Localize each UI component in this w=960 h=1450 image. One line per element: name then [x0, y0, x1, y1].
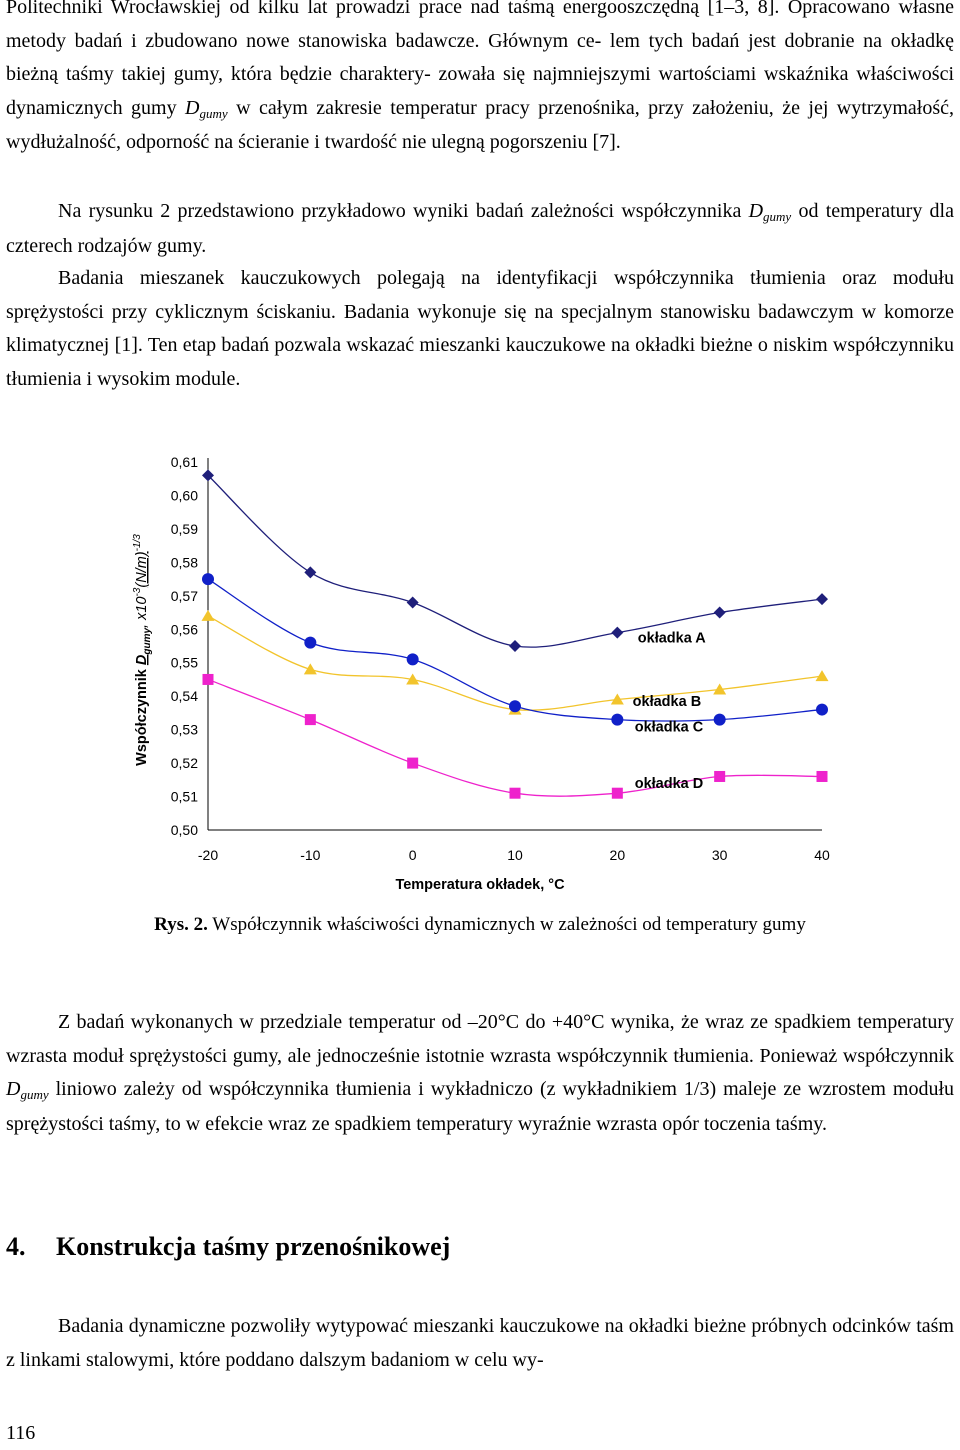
- legend-label: okładka B: [633, 694, 702, 710]
- p4-minus: –: [467, 1011, 478, 1033]
- symbol-d-subscript: gumy: [763, 209, 792, 224]
- y-label-text: Współczynnik: [134, 665, 150, 766]
- paragraph-fig-reference: Na rysunku 2 przedstawiono przykładowo w…: [6, 195, 954, 263]
- data-point-okadkab: [201, 609, 215, 621]
- x-tick-label: 30: [712, 847, 728, 863]
- section-title: Konstrukcja taśmy przenośnikowej: [56, 1232, 451, 1261]
- y-tick-label: 0,50: [171, 822, 198, 838]
- data-point-okadkaa: [611, 626, 624, 639]
- chart-figure: 0,61 0,60 0,59 0,58 0,57 0,56 0,55 0,54 0,53 0,52…: [132, 454, 830, 893]
- intro-paragraph: Politechniki Wrocławskiej od kilku lat p…: [6, 0, 954, 160]
- y-label-exponent: -3: [132, 587, 143, 596]
- paragraph-section-4: Badania dynamiczne pozwoliły wytypować m…: [6, 1315, 954, 1371]
- figure-caption: Rys. 2. Współczynnik właściwości dynamic…: [0, 914, 960, 936]
- y-tick-labels: 0,61 0,60 0,59 0,58 0,57 0,56 0,55 0,54 0,53 0,52…: [171, 454, 198, 838]
- data-point-okadkad: [407, 757, 419, 769]
- y-label-subscript: gumy: [142, 628, 153, 656]
- legend-label: okładka D: [635, 776, 704, 792]
- y-tick-label: 0,55: [171, 655, 198, 671]
- y-label-multiplier: , x10: [134, 597, 150, 628]
- data-point-okadkac: [509, 700, 521, 713]
- data-point-okadkaa: [304, 566, 317, 579]
- intro-line-1: Politechniki Wrocławskiej od kilku lat p…: [6, 0, 780, 18]
- data-point-okadkab: [610, 693, 624, 705]
- paragraph-conclusions: Z badań wykonanych w przedziale temperat…: [6, 1006, 954, 1141]
- y-label-unit: (N/m): [134, 551, 150, 587]
- data-point-okadkab: [815, 670, 829, 682]
- caption-label: Rys. 2.: [154, 914, 208, 935]
- x-tick-label: 10: [507, 847, 523, 863]
- series-line-okadkab: [207, 615, 823, 711]
- x-tick-label: -10: [300, 847, 320, 863]
- x-axis-label: Temperatura okładek, °C: [395, 877, 565, 893]
- intro-line-4: zowała się najmniejszymi wartościami wsk…: [6, 63, 955, 119]
- data-point-okadkab: [406, 673, 420, 685]
- legend-labels: okładka A okładka B okładka C okładka D: [633, 631, 707, 793]
- legend-label: okładka C: [635, 719, 704, 735]
- symbol-d-subscript: gumy: [20, 1087, 49, 1102]
- p2-text: Na rysunku 2 przedstawiono przykładowo w…: [58, 200, 749, 222]
- data-point-okadkad: [611, 787, 623, 799]
- intro-line-3: lem tych badań jest dobranie na okładkę …: [6, 29, 955, 86]
- series-lines: [207, 474, 823, 797]
- paragraph-methods: Badania mieszanek kauczukowych polegają …: [6, 267, 954, 390]
- data-point-okadkac: [816, 703, 828, 716]
- y-tick-label: 0,61: [171, 454, 198, 470]
- symbol-d: D: [185, 96, 200, 119]
- legend-label: okładka A: [638, 631, 706, 647]
- series-line-okadkaa: [207, 474, 823, 648]
- y-tick-label: 0,59: [171, 521, 198, 537]
- chart-axes: [207, 458, 822, 831]
- symbol-d: D: [6, 1078, 21, 1100]
- y-label-unit-exponent: -1/3: [132, 534, 143, 552]
- section-heading: 4. Konstrukcja taśmy przenośnikowej: [6, 1232, 450, 1262]
- data-point-okadkad: [304, 714, 316, 726]
- symbol-d: D: [748, 200, 764, 222]
- data-point-okadkac: [304, 636, 317, 649]
- data-point-okadkac: [713, 713, 726, 726]
- p4-text-end: liniowo zależy od współczynnika tłumieni…: [6, 1078, 954, 1135]
- x-tick-label: 20: [610, 847, 626, 863]
- y-tick-label: 0,57: [171, 588, 198, 604]
- symbol-d-subscript: gumy: [199, 105, 228, 121]
- y-tick-label: 0,56: [171, 621, 198, 637]
- data-point-okadkad: [714, 770, 726, 782]
- y-label-symbol: D: [134, 654, 150, 665]
- p4-text-mid: 20°C do +40°C wynika, że wraz ze spadkie…: [6, 1011, 955, 1067]
- y-tick-label: 0,51: [171, 789, 198, 805]
- data-point-okadkac: [611, 713, 624, 726]
- y-tick-label: 0,52: [171, 755, 198, 771]
- data-point-okadkab: [303, 663, 317, 675]
- data-point-okadkac: [202, 573, 214, 586]
- data-point-okadkac: [406, 653, 419, 666]
- caption-text: Współczynnik właściwości dynamicznych w …: [207, 914, 806, 935]
- data-point-okadkaa: [816, 593, 828, 606]
- data-point-okadkab: [713, 683, 727, 695]
- data-point-okadkad: [202, 673, 214, 685]
- p4-text: Z badań wykonanych w przedziale temperat…: [58, 1011, 468, 1033]
- data-point-okadkaa: [202, 469, 214, 482]
- data-point-okadkaa: [406, 596, 419, 609]
- intro-line-5: w całym zakresie temperatur pracy przeno…: [6, 96, 954, 154]
- series-markers: [201, 469, 829, 799]
- data-point-okadkad: [509, 787, 521, 799]
- y-axis-label: Współczynnik Dgumy, x10-3(N/m)-1/3: [132, 534, 153, 766]
- series-line-okadkad: [207, 678, 823, 797]
- x-tick-label: 40: [814, 847, 830, 863]
- intro-line-2: Opracowano własne metody badań i zbudowa…: [6, 0, 954, 52]
- p2-text-end: od temperatury dla czterech rodzajów gum…: [6, 200, 954, 257]
- y-tick-label: 0,58: [171, 554, 198, 570]
- data-point-okadkaa: [509, 640, 521, 652]
- x-tick-label: -20: [198, 847, 218, 863]
- y-tick-label: 0,53: [171, 722, 198, 738]
- data-point-okadkaa: [713, 606, 726, 619]
- page-number: 116: [6, 1422, 36, 1444]
- x-tick-label: 0: [409, 847, 417, 863]
- y-tick-label: 0,54: [171, 688, 198, 704]
- section-number: 4.: [6, 1232, 26, 1261]
- x-tick-labels: -20 -10 0 10 20 30 40: [198, 847, 830, 863]
- y-tick-label: 0,60: [171, 487, 198, 503]
- data-point-okadkad: [816, 770, 828, 782]
